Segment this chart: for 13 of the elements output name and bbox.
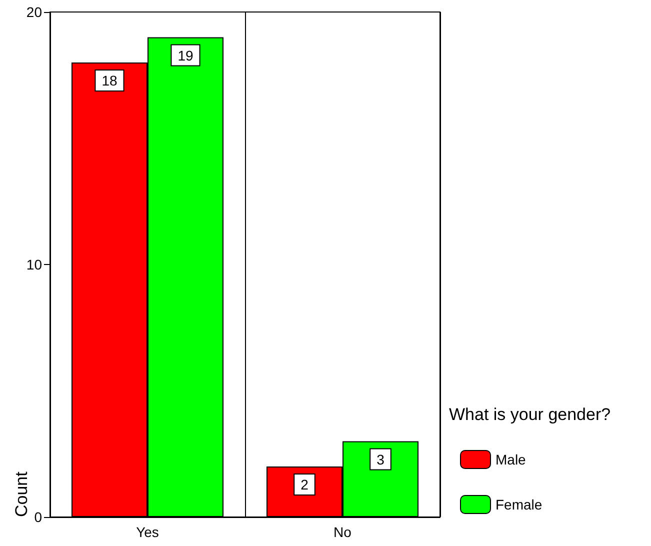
data-label: 18 [102,72,118,88]
y-tick-label: 10 [26,256,42,272]
legend-title: What is your gender? [449,405,611,424]
legend-label: Male [496,452,526,468]
data-label: 2 [300,476,309,492]
data-label: 3 [376,451,385,468]
y-tick-label: 20 [26,4,42,20]
x-tick-label: No [334,524,352,540]
y-tick-label: 0 [34,509,42,525]
y-axis-title: Count [12,471,31,517]
data-label: 19 [178,47,194,64]
legend-label: Female [496,496,542,512]
x-tick-label: Yes [136,524,159,540]
